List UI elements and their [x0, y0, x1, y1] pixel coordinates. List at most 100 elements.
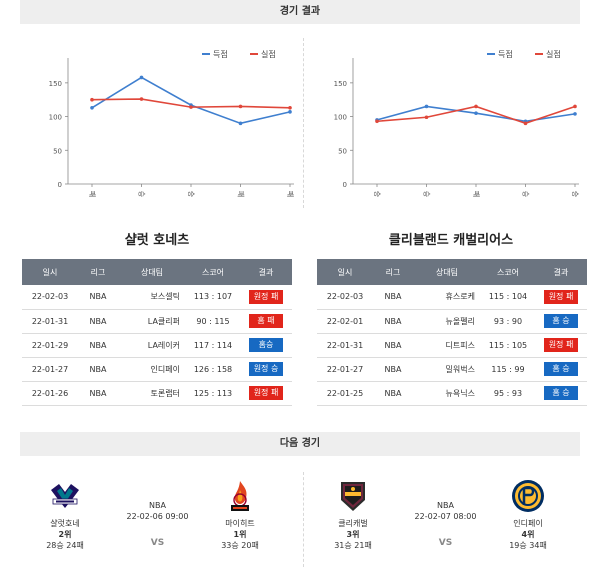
away-team-rank: 4위 [521, 530, 535, 539]
table-row: 22-02-03 NBA 휴스로케 115 : 104 원정 패 [317, 285, 587, 310]
table-row: 22-01-31 NBA LA클리퍼 90 : 115 홈 패 [22, 309, 292, 334]
x-tick-label: 패 [88, 191, 97, 197]
row-league: NBA [373, 381, 413, 406]
away-team-rank: 1위 [233, 530, 247, 539]
match-info: NBA 22-02-07 08:00 [398, 500, 493, 522]
home-team-name: 샬럿호네 [50, 519, 80, 528]
legend-label: 실점 [261, 49, 276, 59]
row-result: 원정 승 [240, 357, 292, 382]
data-point [573, 104, 577, 109]
row-league: NBA [78, 285, 118, 310]
table-row: 22-01-27 NBA 밀워벅스 115 : 99 홈 승 [317, 357, 587, 382]
row-result: 홈승 [240, 333, 292, 358]
data-point [238, 121, 243, 126]
row-result: 홈 승 [535, 381, 587, 406]
match-league: NBA [437, 501, 454, 510]
away-team-name: 마이히트 [225, 519, 255, 528]
x-tick-label: 승 [423, 191, 431, 198]
row-score: 115 : 99 [481, 357, 535, 382]
data-point [424, 104, 429, 109]
hornets-logo-icon [47, 478, 83, 514]
next-match-card: 클리캐벌 3위 31승 21패 NBA 22-02-07 08:00 VS 인디… [318, 478, 578, 567]
data-point [139, 97, 144, 101]
header-league: 리그 [78, 259, 118, 285]
data-point [90, 106, 94, 110]
header-result: 결과 [535, 259, 587, 285]
row-score: 90 : 115 [186, 309, 240, 334]
y-tick-label: 150 [49, 80, 62, 88]
row-score: 93 : 90 [481, 309, 535, 334]
home-team-name: 클리캐벌 [338, 519, 368, 528]
row-opponent: 뉴욕닉스 [413, 381, 481, 406]
charlotte-team-title: 샬럿 호네츠 [124, 233, 190, 248]
row-score: 115 : 104 [481, 285, 535, 310]
table-row: 22-01-31 NBA 디트피스 115 : 105 원정 패 [317, 333, 587, 358]
row-opponent: 뉴올펠리 [413, 309, 481, 334]
header-score: 스코어 [186, 259, 240, 285]
y-tick-label: 0 [58, 181, 62, 189]
row-result: 홈 패 [240, 309, 292, 334]
row-date: 22-02-03 [317, 285, 373, 310]
home-team: 샬럿호네 2위 28승 24패 [30, 478, 100, 551]
row-result: 홈 승 [535, 357, 587, 382]
row-league: NBA [78, 333, 118, 358]
row-opponent: LA레이커 [118, 333, 186, 358]
row-league: NBA [78, 357, 118, 382]
charlotte-line-chart: 0 50 100 150 패 승 승 패 패 득점 실점 [49, 49, 295, 198]
result-badge: 원정 패 [544, 289, 578, 304]
row-date: 22-01-29 [22, 333, 78, 358]
data-point [375, 119, 379, 124]
y-tick-label: 100 [49, 114, 62, 122]
header-score: 스코어 [481, 259, 535, 285]
cleveland-team-title: 클리블랜드 캐벌리어스 [388, 233, 514, 248]
row-result: 홈 승 [535, 309, 587, 334]
legend-label: 실점 [546, 49, 561, 59]
row-league: NBA [78, 309, 118, 334]
table-row: 22-01-26 NBA 토론랩터 125 : 113 원정 패 [22, 381, 292, 406]
home-team-record: 31승 21패 [334, 541, 372, 550]
result-badge: 원정 패 [249, 289, 283, 304]
table-row: 22-01-29 NBA LA레이커 117 : 114 홈승 [22, 333, 292, 358]
row-date: 22-01-31 [317, 333, 373, 358]
table-row: 22-02-03 NBA 보스셀틱 113 : 107 원정 패 [22, 285, 292, 310]
charlotte-results-table: 일시 리그 상대팀 스코어 결과 22-02-03 NBA 보스셀틱 113 : 10… [22, 259, 292, 406]
cleveland-score-chart: 0 50 100 150 승 승 패 승 승 득점 실점 [323, 36, 583, 206]
data-point [288, 106, 292, 110]
cleveland-results-table: 일시 리그 상대팀 스코어 결과 22-02-03 NBA 휴스로케 115 : 10… [317, 259, 587, 406]
row-result: 원정 패 [535, 333, 587, 358]
y-tick-label: 50 [338, 147, 347, 155]
legend-label: 득점 [498, 49, 513, 59]
row-score: 115 : 105 [481, 333, 535, 358]
data-point [189, 105, 193, 109]
row-score: 125 : 113 [186, 381, 240, 406]
row-league: NBA [373, 357, 413, 382]
row-date: 22-01-27 [22, 357, 78, 382]
row-score: 113 : 107 [186, 285, 240, 310]
row-score: 117 : 114 [186, 333, 240, 358]
data-point [90, 97, 94, 102]
charlotte-score-chart: 0 50 100 150 패 승 승 패 패 득점 실점 [38, 36, 298, 206]
table-header-row: 일시 리그 상대팀 스코어 결과 [22, 259, 292, 285]
row-result: 원정 패 [240, 381, 292, 406]
home-team: 클리캐벌 3위 31승 21패 [318, 478, 388, 551]
home-team-rank: 3위 [346, 530, 360, 539]
header-opponent: 상대팀 [413, 259, 481, 285]
row-date: 22-02-03 [22, 285, 78, 310]
match-league: NBA [149, 501, 166, 510]
data-point [523, 121, 528, 126]
cleveland-line-chart: 0 50 100 150 승 승 패 승 승 득점 실점 [334, 49, 579, 198]
result-badge: 홈 승 [544, 386, 578, 400]
home-team-rank: 2위 [58, 530, 72, 539]
cavaliers-logo-icon [335, 478, 371, 514]
next-match-card: 샬럿호네 2위 28승 24패 NBA 22-02-06 09:00 VS 마이… [30, 478, 290, 567]
header-result: 결과 [240, 259, 292, 285]
row-league: NBA [78, 381, 118, 406]
match-datetime: 22-02-07 08:00 [414, 512, 477, 521]
vs-label: VS [150, 538, 165, 548]
row-date: 22-01-25 [317, 381, 373, 406]
home-team-record: 28승 24패 [46, 541, 84, 550]
result-badge: 홈 승 [544, 314, 578, 328]
series-line-score [91, 76, 291, 125]
data-point [139, 75, 144, 80]
row-opponent: 토론랩터 [118, 381, 186, 406]
